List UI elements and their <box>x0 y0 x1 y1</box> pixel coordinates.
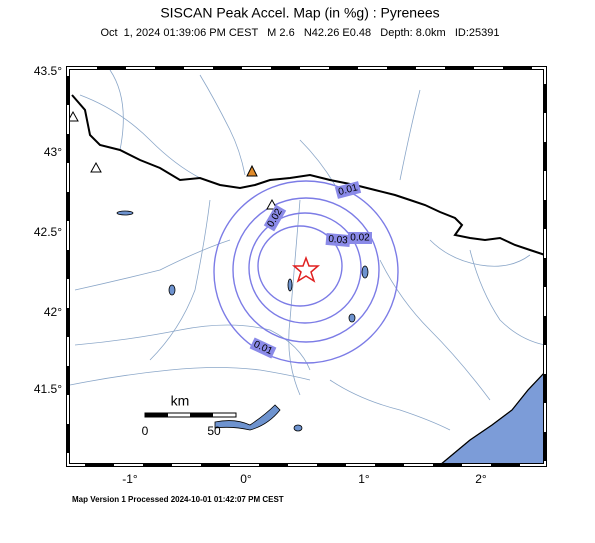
border <box>71 94 546 256</box>
map-subtitle: Oct 1, 2024 01:39:06 PM CEST M 2.6 N42.2… <box>100 27 499 39</box>
reservoir <box>348 313 356 323</box>
reservoir <box>214 404 281 431</box>
map-title: SISCAN Peak Accel. Map (in %g) : Pyrenee… <box>160 5 439 21</box>
reservoir <box>168 284 176 296</box>
epicenter <box>291 255 321 283</box>
station <box>67 110 79 122</box>
reservoir <box>116 210 134 216</box>
station <box>90 161 102 173</box>
longitude-label: 2° <box>475 472 487 486</box>
station <box>266 198 278 210</box>
longitude-label: 0° <box>240 472 252 486</box>
latitude-label: 42.5° <box>34 225 62 239</box>
footer: Map Version 1 Processed 2024-10-01 01:42… <box>72 495 284 504</box>
latitude-label: 43° <box>44 145 62 159</box>
scale-label: 0 <box>142 424 149 438</box>
scale-unit: km <box>171 393 190 409</box>
contour-label-text: 0.02 <box>350 233 370 244</box>
contour-label-box <box>249 337 277 359</box>
latitude-label: 43.5° <box>34 64 62 78</box>
contour-label-text: 0.03 <box>328 234 349 247</box>
scale-label: 50 <box>207 424 221 438</box>
contour-label: 0.02 <box>348 232 372 244</box>
longitude-label: -1° <box>122 472 138 486</box>
station-triggered <box>246 164 258 177</box>
rivers <box>69 69 546 431</box>
frame-pattern <box>67 67 546 466</box>
scale-bar <box>144 412 237 418</box>
contour-label: 0.03 <box>325 232 351 248</box>
latitude-label: 42° <box>44 305 62 319</box>
contour-label-box <box>348 232 372 244</box>
contours <box>213 180 399 364</box>
reservoir <box>293 424 303 432</box>
latitude-label: 41.5° <box>34 382 62 396</box>
contour-label-box <box>263 204 287 232</box>
reservoir <box>361 265 369 279</box>
contour-label-box <box>325 232 351 248</box>
reservoir <box>287 278 293 292</box>
map-area <box>66 66 547 467</box>
longitude-label: 1° <box>358 472 370 486</box>
contour-label: 0.01 <box>334 181 362 199</box>
contour-label-text: 0.01 <box>337 182 359 198</box>
coast <box>439 371 546 466</box>
